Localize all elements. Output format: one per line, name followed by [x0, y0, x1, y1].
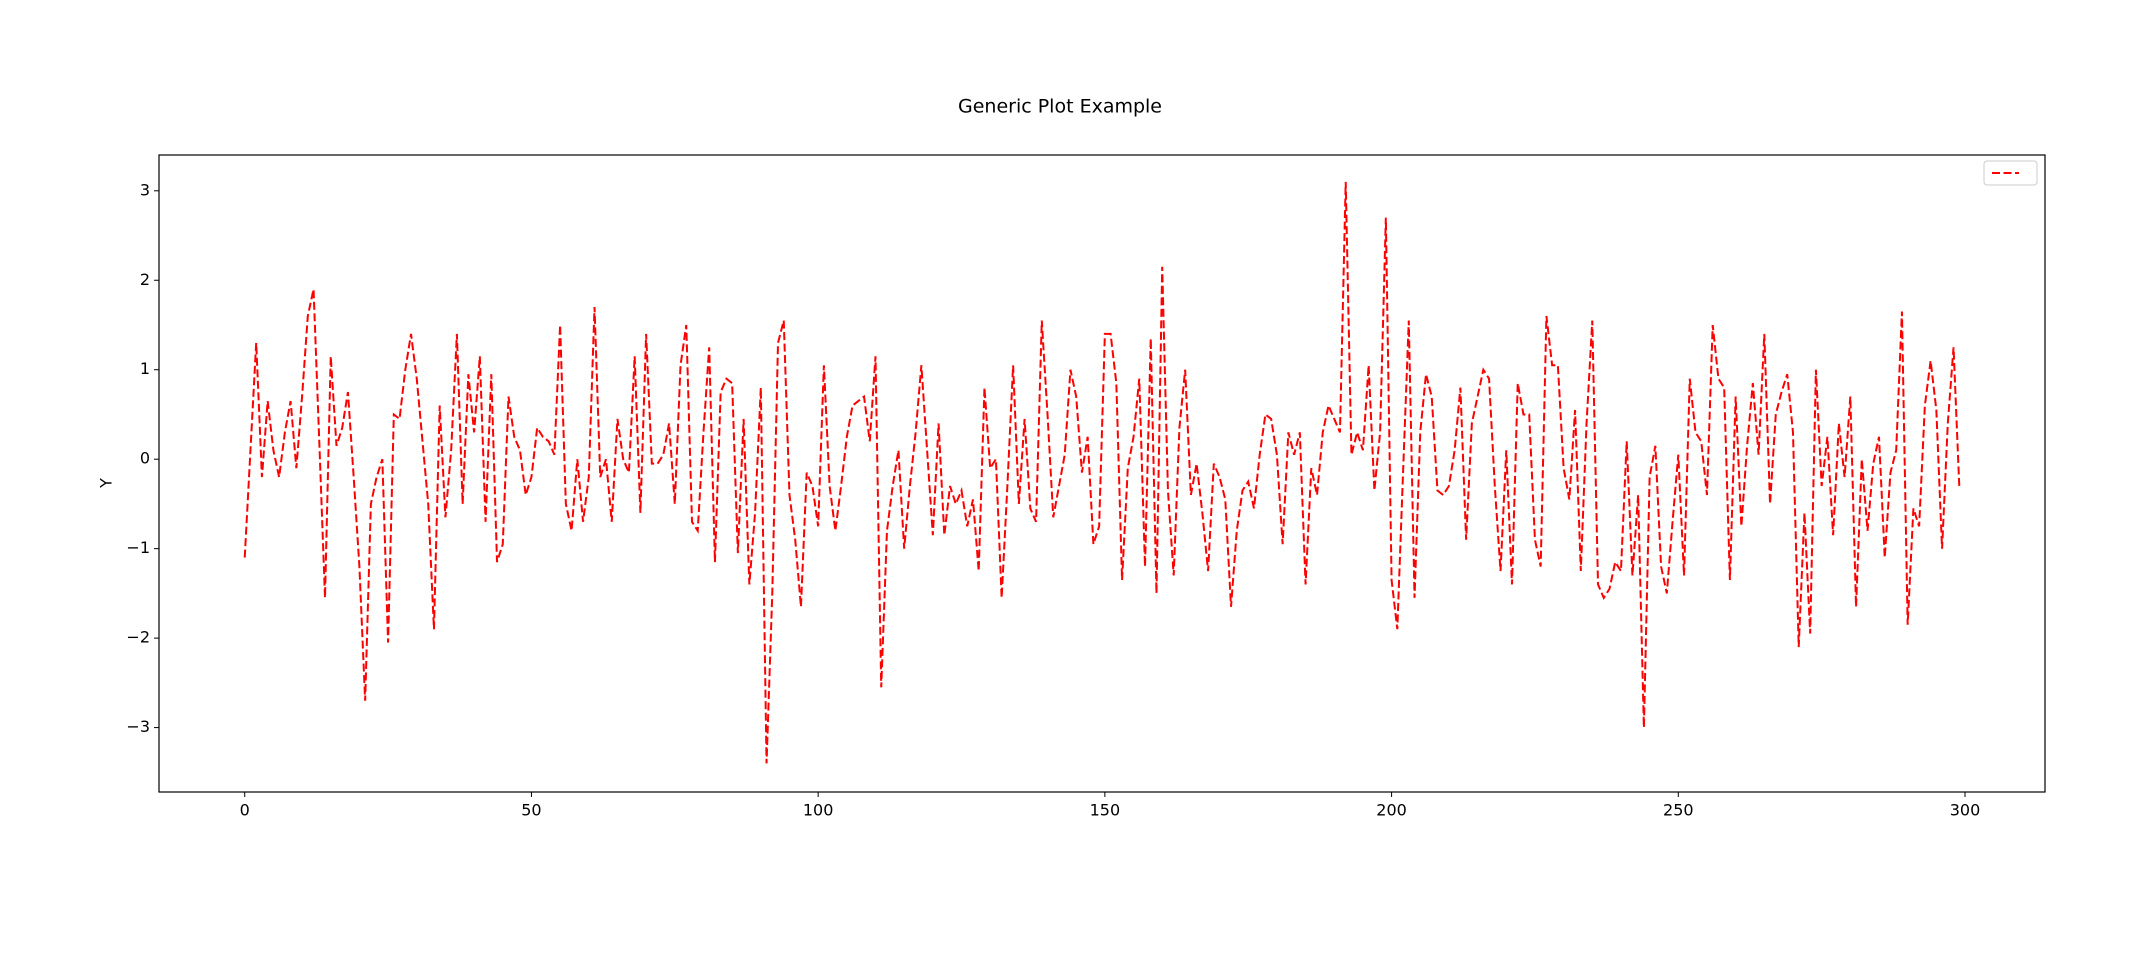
y-tick-label: −2 — [126, 628, 150, 647]
x-tick-label: 250 — [1663, 801, 1694, 820]
y-tick-label: 1 — [140, 359, 150, 378]
y-tick-label: −3 — [126, 717, 150, 736]
x-tick-label: 50 — [521, 801, 541, 820]
x-tick-label: 0 — [240, 801, 250, 820]
plot-frame — [158, 154, 2046, 793]
x-tick-label: 200 — [1376, 801, 1407, 820]
x-tick-label: 150 — [1090, 801, 1121, 820]
y-tick-label: 0 — [140, 449, 150, 468]
y-axis-label: Y — [97, 478, 116, 489]
y-tick-label: 2 — [140, 270, 150, 289]
x-tick-label: 100 — [803, 801, 834, 820]
data-line — [243, 181, 1961, 764]
x-tick-label: 300 — [1950, 801, 1981, 820]
chart-title: Generic Plot Example — [958, 96, 1162, 118]
y-tick-label: 3 — [140, 180, 150, 199]
y-tick-label: −1 — [126, 538, 150, 557]
